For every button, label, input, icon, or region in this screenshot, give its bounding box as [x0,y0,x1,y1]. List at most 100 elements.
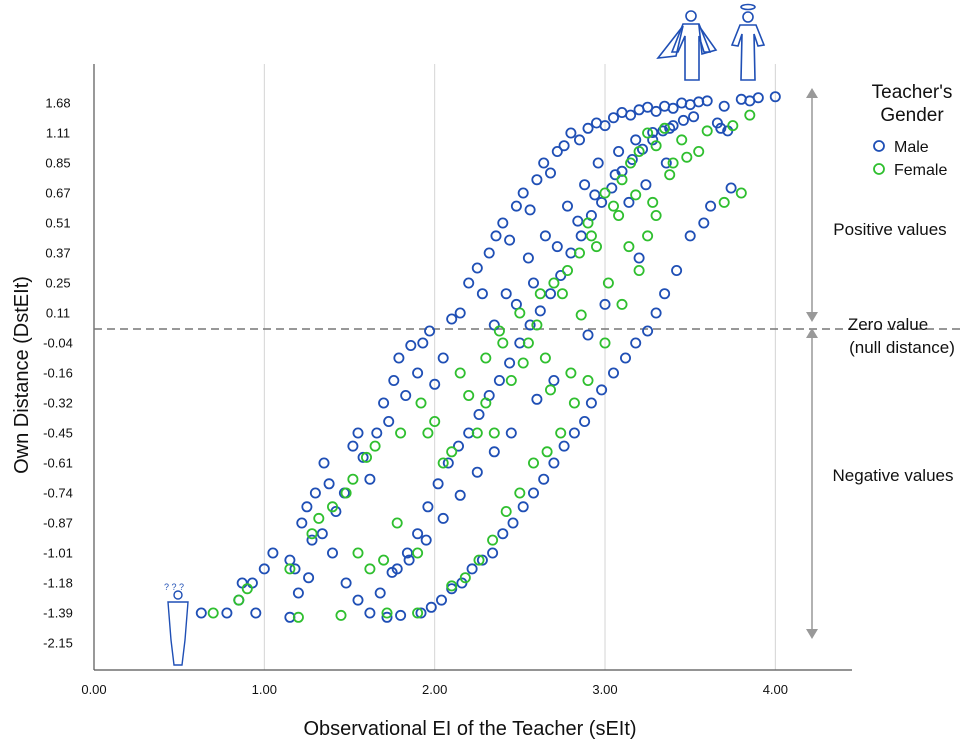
female-data-point [463,389,475,401]
male-data-point [400,389,412,401]
male-data-point [454,489,466,501]
male-data-point [531,174,543,186]
male-data-point [442,457,454,469]
female-data-point [647,196,659,208]
male-data-point [424,325,436,337]
male-data-point [545,288,557,300]
female-data-point [369,440,381,452]
male-data-point [596,384,608,396]
male-data-point [371,427,383,439]
male-data-point [684,230,696,242]
female-data-point [676,134,688,146]
male-data-point [589,189,601,201]
female-data-point [412,607,424,619]
female-data-point [340,487,352,499]
male-data-point [267,547,279,559]
female-data-point [335,609,347,621]
male-data-point [323,478,335,490]
female-data-point [667,157,679,169]
female-data-point [381,607,393,619]
y-tick-label: -0.87 [43,516,73,531]
male-data-point [504,234,516,246]
male-data-point [517,187,529,199]
male-data-point [769,91,781,103]
male-data-point [386,566,398,578]
male-data-point [364,473,376,485]
female-data-point [446,446,458,458]
female-data-point [541,446,553,458]
x-tick-label: 3.00 [592,682,617,697]
female-data-point [681,151,693,163]
x-axis-ticks: 0.00 1.00 2.00 3.00 4.00 [81,682,788,697]
y-tick-label: 0.11 [46,306,70,321]
male-data-point [483,247,495,259]
male-data-point [623,196,635,208]
male-data-point [296,517,308,529]
male-data-point [528,277,540,289]
female-data-point [744,109,756,121]
male-data-point [565,127,577,139]
male-data-point [539,230,551,242]
female-data-point [582,374,594,386]
male-data-point [599,120,611,132]
female-data-point [574,247,586,259]
female-data-point [391,517,403,529]
female-data-point [412,547,424,559]
female-data-point [693,145,705,157]
female-data-point [471,427,483,439]
male-data-point [378,397,390,409]
male-data-point [620,352,632,364]
female-data-point [568,397,580,409]
male-data-point [488,319,500,331]
female-data-point [562,264,574,276]
female-data-point [517,357,529,369]
female-data-point [575,309,587,321]
x-tick-label: 4.00 [763,682,788,697]
male-data-point [534,305,546,317]
female-data-point [446,580,458,592]
female-data-point [539,352,551,364]
male-data-point [660,157,672,169]
x-axis-title: Observational EI of the Teacher (sEIt) [303,718,636,740]
female-data-point [480,352,492,364]
male-data-point [630,134,642,146]
male-data-point [650,307,662,319]
male-data-point [246,577,258,589]
y-axis-ticks: 1.68 1.11 0.85 0.67 0.51 0.37 0.25 0.11 -0.04 -0.… [43,96,73,651]
male-data-point [752,92,764,104]
male-data-point [405,339,417,351]
y-tick-label: 1.68 [45,96,70,111]
male-data-point [545,167,557,179]
male-data-point [357,451,369,463]
female-data-point [633,145,645,157]
legend-male-label: Male [894,139,929,156]
male-data-point [524,204,536,216]
male-data-point [195,607,207,619]
legend-male-marker [873,140,885,152]
female-data-point [545,384,557,396]
male-data-point [221,607,233,619]
female-data-point [630,189,642,201]
male-data-point [517,501,529,513]
confused-figure-icon: ? ? ? [164,582,189,666]
male-data-point [524,319,536,331]
female-data-point [548,277,560,289]
male-data-point [303,572,315,584]
female-data-point [602,277,614,289]
male-data-point [568,427,580,439]
cape-figure-icon [656,10,718,81]
male-data-point [715,122,727,134]
female-data-point [642,127,654,139]
female-data-point [528,457,540,469]
y-tick-label: 0.25 [45,276,70,291]
male-data-point [429,378,441,390]
y-tick-label: -1.01 [43,546,73,561]
male-data-point [510,200,522,212]
male-data-point [493,374,505,386]
male-data-point [582,329,594,341]
male-data-point [538,157,550,169]
female-data-point [326,501,338,513]
male-data-point [640,179,652,191]
female-data-point [480,397,492,409]
female-data-point [555,427,567,439]
